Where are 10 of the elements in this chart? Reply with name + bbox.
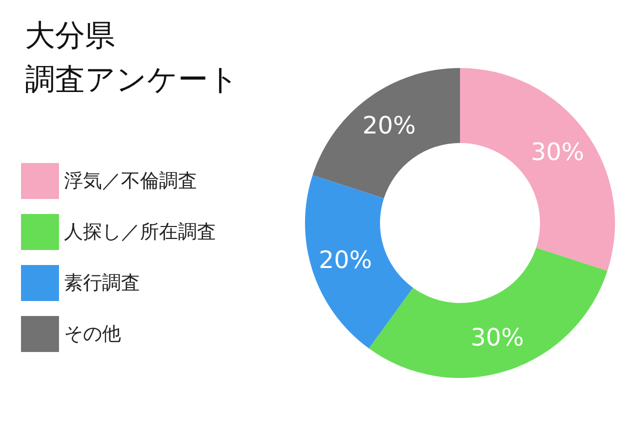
legend-label: 人探し／所在調査 [64,221,216,243]
chart-subtitle: 調査アンケート [25,62,239,98]
legend-label: 浮気／不倫調査 [64,170,197,192]
data-label: 30% [470,324,524,352]
data-label: 30% [530,138,584,166]
data-label: 20% [318,246,372,274]
chart-title: 大分県 [25,18,115,54]
legend-label: 素行調査 [64,272,140,294]
data-label: 20% [362,112,416,140]
legend-label: その他 [64,323,121,345]
